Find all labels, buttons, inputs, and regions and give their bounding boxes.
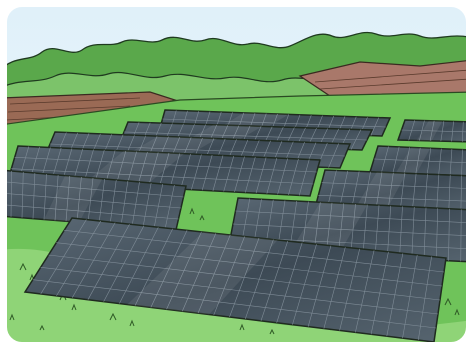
panel-grid-line: [169, 153, 181, 189]
panel-grid-line: [4, 181, 184, 198]
panel-grid-line: [401, 129, 469, 133]
panel-reflection: [395, 147, 431, 174]
panel-grid-line: [232, 223, 469, 237]
panel-grid-line: [363, 171, 371, 210]
panel-grid-line: [180, 153, 191, 190]
panel-grid-line: [266, 157, 278, 194]
panel-grid-line: [123, 131, 368, 141]
grass-lighter-band: [4, 248, 469, 345]
panel-grid-line: [373, 158, 469, 164]
panel-row-front: [23, 217, 447, 343]
panel-reflection: [127, 232, 278, 315]
solar-panel-rows: [4, 109, 469, 343]
panel-grid-line: [4, 192, 182, 209]
panel-row-right-3: [314, 169, 469, 215]
panel-grid-line: [351, 171, 360, 210]
panel-grid-line: [436, 174, 440, 213]
panel-grid-line: [137, 151, 148, 187]
panel-reflection: [354, 172, 407, 211]
panel-grid-line: [162, 118, 387, 128]
panel-grid-line: [40, 267, 439, 315]
panel-grid-line: [277, 158, 288, 195]
panel-grid-line: [4, 204, 179, 220]
panel-grid-line: [460, 175, 462, 214]
panel-grid-line: [298, 159, 310, 196]
panel-reflection: [416, 120, 443, 141]
panel-grid-line: [387, 172, 394, 211]
panel-grid-line: [288, 158, 299, 195]
panel-grid-line: [212, 155, 224, 191]
panel-grid-line: [411, 173, 417, 212]
panel-grid-line: [11, 168, 314, 185]
panel-grid-line: [48, 254, 441, 301]
panel-grid-line: [235, 210, 469, 224]
panel-row-right-2: [368, 145, 469, 177]
panel-reflection: [289, 202, 368, 256]
panel-grid-line: [424, 174, 428, 213]
panel-reflection: [83, 150, 185, 188]
panel-grid-line: [158, 152, 170, 189]
panel-reflection: [44, 175, 103, 223]
panel-grid-line: [147, 152, 159, 188]
panel-grid-line: [244, 156, 256, 193]
panel-grid-line: [448, 175, 451, 214]
panel-grid-line: [318, 195, 469, 202]
panel-grid-line: [32, 279, 437, 329]
panel-grid-line: [223, 155, 235, 192]
panel-grid-line: [64, 230, 445, 273]
panel-grid-line: [56, 242, 443, 287]
panel-grid-line: [234, 156, 245, 193]
panel-grid-line: [375, 172, 383, 211]
panel-grid-line: [201, 154, 213, 191]
panel-grid-line: [49, 143, 346, 157]
panel-grid-line: [321, 182, 469, 189]
panel-grid-line: [255, 157, 267, 194]
panel-row-right-1: [396, 119, 469, 143]
panel-grid-line: [14, 157, 317, 173]
panel-grid-line: [399, 173, 405, 212]
panel-grid-line: [191, 154, 202, 190]
